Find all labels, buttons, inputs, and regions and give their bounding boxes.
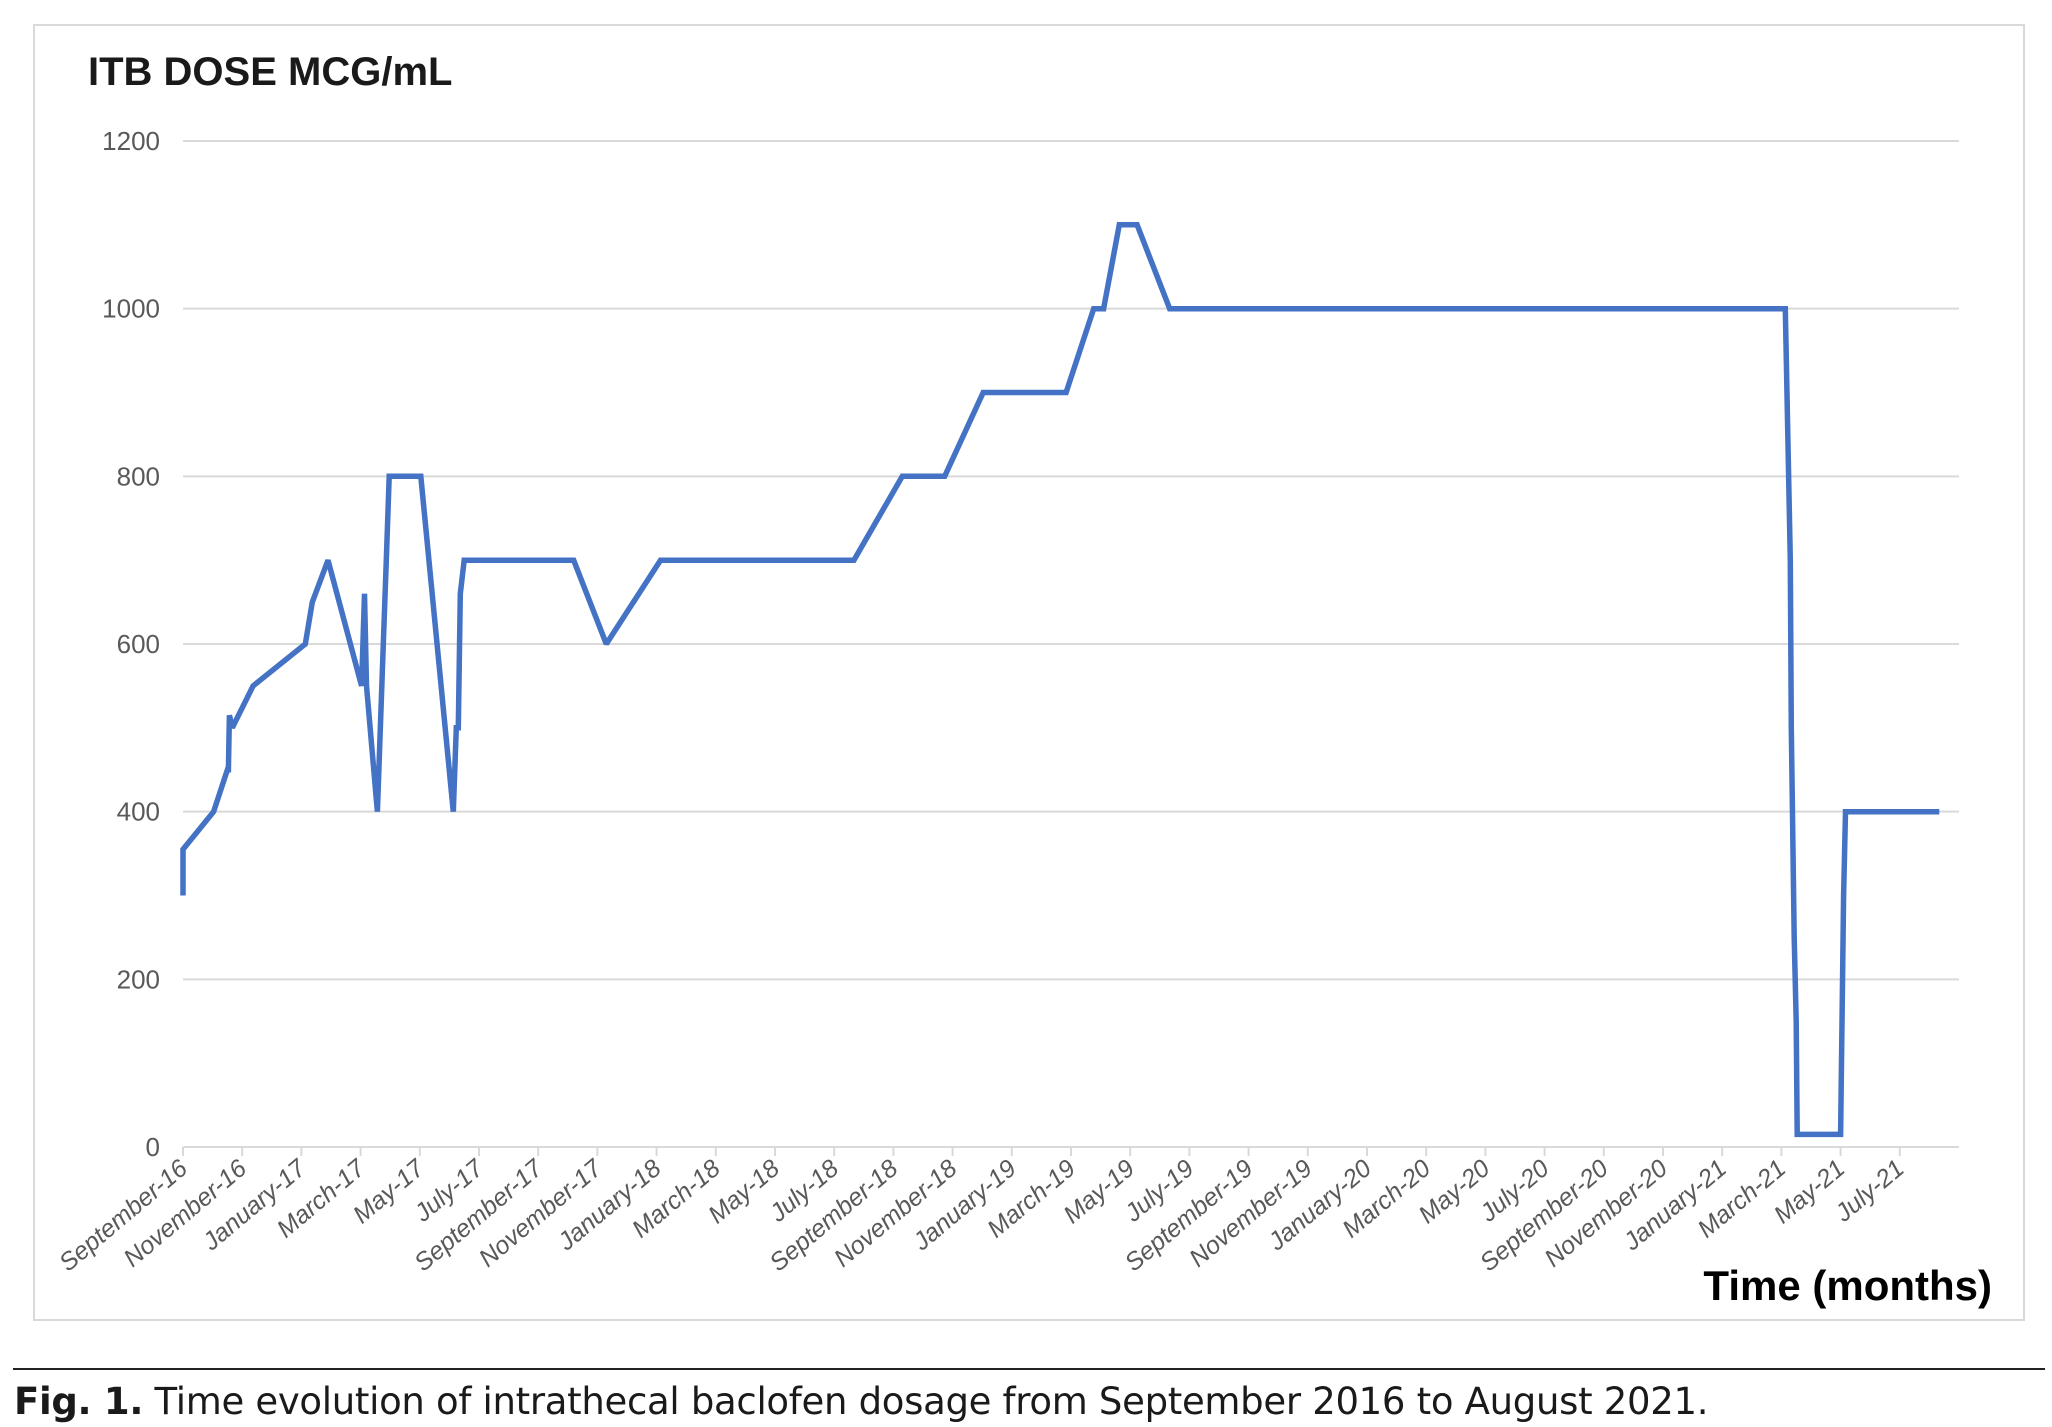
caption-label: Fig. 1. (14, 1380, 144, 1423)
caption-divider (13, 1368, 2045, 1370)
caption-text: Time evolution of intrathecal baclofen d… (143, 1380, 1709, 1423)
y-axis-ticks: 0 200 400 600 800 1000 1200 (102, 126, 160, 1162)
y-tick-label: 600 (117, 629, 160, 659)
y-tick-label: 1000 (102, 294, 160, 324)
y-tick-label: 800 (117, 461, 160, 491)
gridlines (183, 140, 1959, 1148)
chart-frame (33, 24, 2025, 1321)
x-axis-label: Time (months) (1703, 1262, 1992, 1309)
y-tick-label: 200 (117, 964, 160, 994)
y-tick-label: 1200 (102, 126, 160, 156)
x-axis-ticks: September-16November-16January-17March-1… (54, 1147, 1910, 1277)
dose-series-line (180, 222, 1940, 1138)
y-tick-label: 0 (146, 1132, 160, 1162)
figure-caption: Fig. 1. Time evolution of intrathecal ba… (14, 1380, 1709, 1423)
y-tick-label: 400 (117, 797, 160, 827)
chart-title: ITB DOSE MCG/mL (88, 50, 453, 94)
series (180, 222, 1940, 1138)
